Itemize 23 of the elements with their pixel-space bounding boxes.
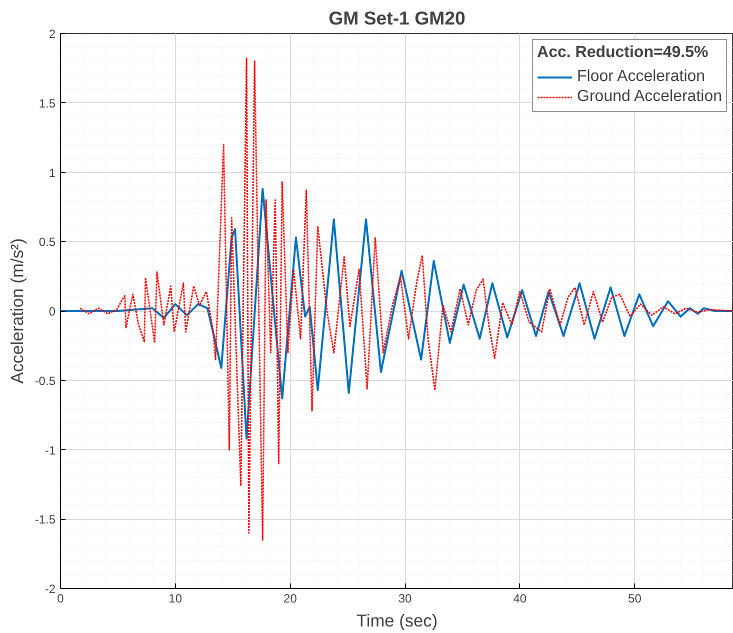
line-series bbox=[79, 58, 733, 541]
chart-title: GM Set-1 GM20 bbox=[328, 8, 466, 28]
x-axis-title: Time (sec) bbox=[356, 610, 438, 630]
legend-label: Floor Acceleration bbox=[577, 68, 706, 86]
y-tick-label: -1 bbox=[44, 443, 56, 458]
y-tick-label: 1 bbox=[48, 166, 56, 180]
x-tick-label: 50 bbox=[628, 592, 642, 606]
y-tick-label: -0.5 bbox=[34, 374, 56, 388]
y-tick-label: 2 bbox=[48, 27, 56, 41]
x-tick-label: 10 bbox=[168, 592, 182, 606]
y-tick-label: -1.5 bbox=[34, 512, 56, 527]
x-tick-label: 30 bbox=[398, 592, 412, 606]
y-tick-label: 0 bbox=[48, 304, 56, 318]
y-tick-label: 1.5 bbox=[38, 96, 56, 110]
x-tick-label: 20 bbox=[284, 592, 298, 606]
legend-title: Acc. Reduction=49.5% bbox=[537, 44, 710, 62]
x-tick-label: 0 bbox=[57, 592, 64, 606]
x-tick-label: 40 bbox=[513, 592, 527, 606]
y-tick-label: 0.5 bbox=[38, 235, 56, 250]
line-series bbox=[60, 188, 733, 440]
y-axis-title: Acceleration (m/s²) bbox=[6, 238, 27, 384]
legend-label: Ground Acceleration bbox=[577, 88, 722, 106]
y-tick-label: -2 bbox=[44, 582, 56, 596]
